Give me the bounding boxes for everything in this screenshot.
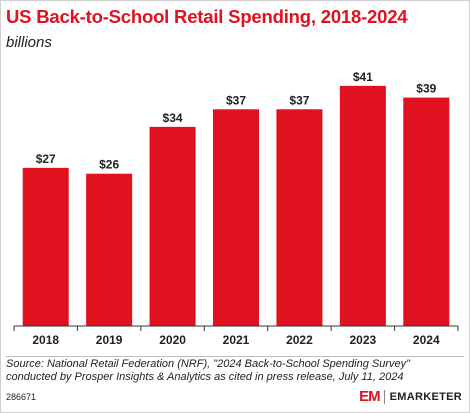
data-label-2023: $41 xyxy=(353,70,373,84)
x-tick-label-2024: 2024 xyxy=(413,333,440,347)
x-tick-label-2022: 2022 xyxy=(286,333,313,347)
x-tick-label-2021: 2021 xyxy=(223,333,250,347)
bar-2023 xyxy=(339,85,386,326)
chart-subtitle: billions xyxy=(6,34,52,51)
x-tick-label-2019: 2019 xyxy=(96,333,123,347)
footer-divider xyxy=(6,356,464,357)
data-label-2019: $26 xyxy=(99,158,119,172)
brand-logo[interactable]: EM EMARKETER xyxy=(359,388,462,405)
bar-chart: $27 2018 $26 2019 $34 2020 $37 2021 $37 2022 $41 20… xyxy=(13,70,459,347)
bar-2022 xyxy=(276,109,323,327)
x-tick-label-2023: 2023 xyxy=(350,333,377,347)
data-label-2024: $39 xyxy=(416,82,436,96)
data-label-2020: $34 xyxy=(163,111,183,125)
bar-2020 xyxy=(149,126,196,326)
bar-2019 xyxy=(86,173,133,326)
data-label-2022: $37 xyxy=(289,93,309,107)
bar-2024 xyxy=(403,97,450,326)
x-tick-label-2018: 2018 xyxy=(32,333,59,347)
brand-divider xyxy=(383,389,385,404)
chart-id: 286671 xyxy=(6,392,37,402)
brand-name: EMARKETER xyxy=(389,390,462,403)
emarketer-logo-icon: EM xyxy=(359,388,380,405)
chart-title: US Back-to-School Retail Spending, 2018-… xyxy=(6,6,408,27)
data-label-2021: $37 xyxy=(226,93,246,107)
x-tick-label-2020: 2020 xyxy=(159,333,186,347)
data-label-2018: $27 xyxy=(36,152,56,166)
bar-2018 xyxy=(22,167,69,326)
bar-2021 xyxy=(213,109,259,327)
source-note: Source: National Retail Federation (NRF)… xyxy=(6,358,411,383)
